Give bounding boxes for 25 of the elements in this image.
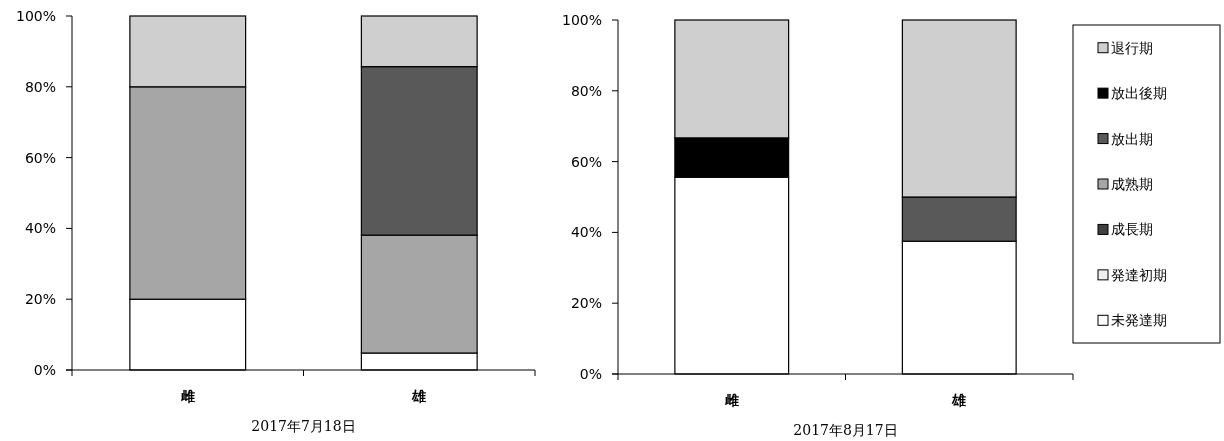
legend-label: 放出後期	[1111, 85, 1167, 102]
legend-label: 成長期	[1111, 221, 1153, 238]
y-tick-label: 20%	[24, 291, 56, 308]
legend-label: 放出期	[1111, 130, 1153, 147]
y-tick-label: 80%	[24, 78, 56, 95]
legend-label: 発達初期	[1111, 266, 1167, 283]
y-tick-label: 20%	[570, 295, 602, 312]
legend-label: 退行期	[1111, 39, 1153, 56]
x-tick-label: 雌	[179, 388, 195, 404]
y-tick-label: 100%	[15, 8, 56, 24]
y-tick-label: 40%	[570, 224, 602, 241]
y-tick-label: 60%	[24, 149, 56, 166]
y-tick-label: 80%	[570, 82, 602, 99]
x-axis-title: 2017年8月17日	[793, 422, 898, 438]
legend-label: 成熟期	[1111, 176, 1153, 192]
y-tick-label: 40%	[24, 220, 56, 237]
y-tick-label: 100%	[561, 12, 602, 28]
y-tick-label: 60%	[570, 153, 602, 170]
legend-label: 未発達期	[1111, 312, 1167, 329]
x-tick-label: 雌	[723, 392, 739, 408]
y-tick-label: 0%	[33, 362, 56, 378]
x-axis-title: 2017年7月18日	[251, 418, 356, 434]
x-tick-label: 雄	[951, 392, 967, 408]
y-tick-label: 0%	[579, 366, 602, 382]
x-tick-label: 雄	[411, 388, 427, 404]
